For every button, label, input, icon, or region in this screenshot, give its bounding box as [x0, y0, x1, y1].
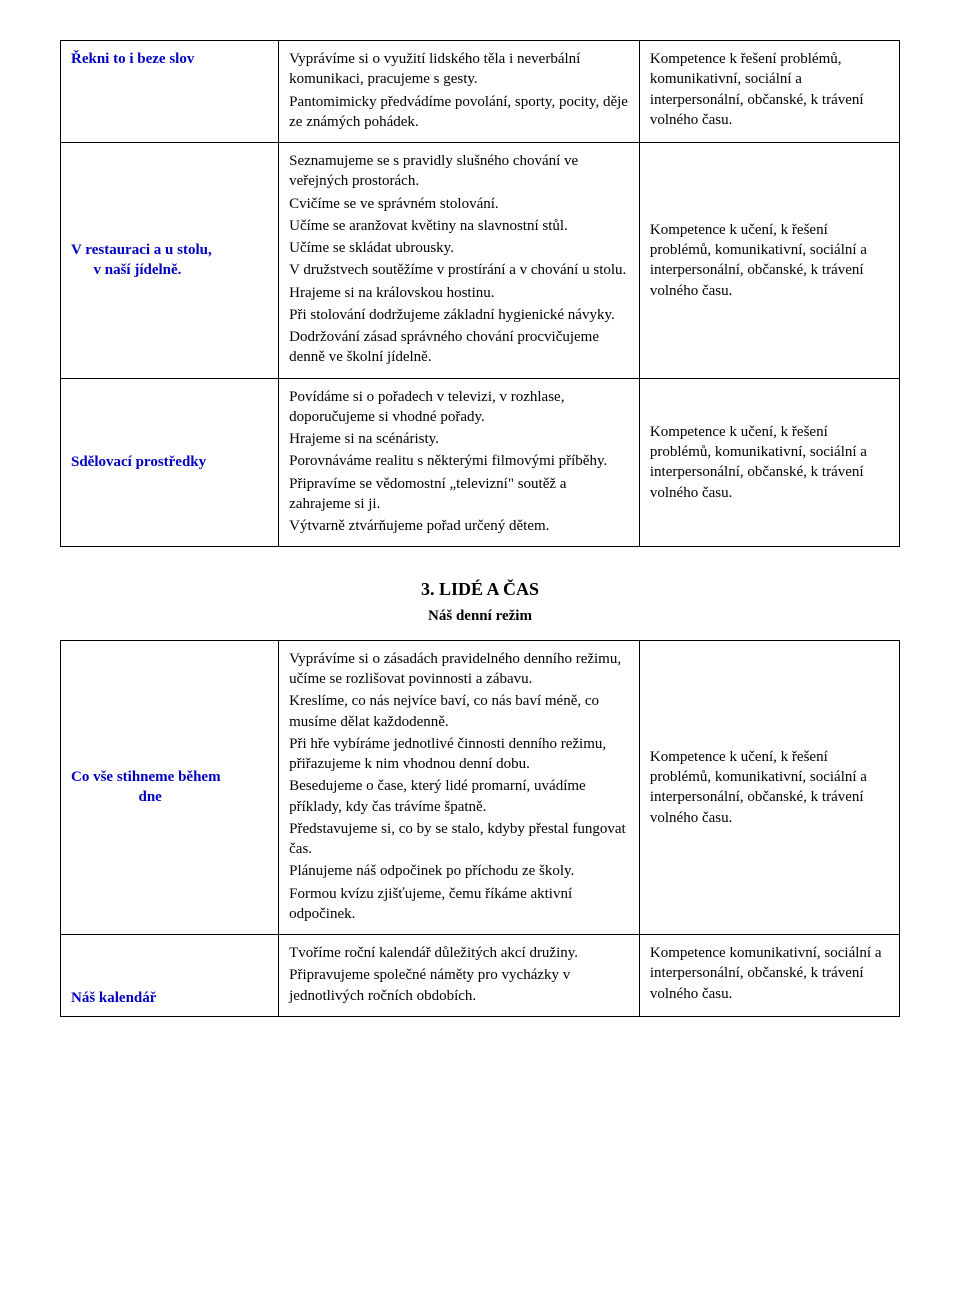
- activity-text: Hrajeme si na královskou hostinu.: [289, 283, 629, 303]
- activity-text: Dodržování zásad správného chování procv…: [289, 327, 629, 368]
- activity-text: Cvičíme se ve správném stolování.: [289, 194, 629, 214]
- activity-text: Připravíme se vědomostní „televizní" sou…: [289, 474, 629, 515]
- activity-text: Kreslíme, co nás nejvíce baví, co nás ba…: [289, 691, 629, 732]
- curriculum-table-1: Řekni to i beze slov Vyprávíme si o využ…: [60, 40, 900, 547]
- activity-text: Plánujeme náš odpočinek po příchodu ze š…: [289, 861, 629, 881]
- topic-label: V restauraci a u stolu, v naší jídelně.: [71, 242, 212, 278]
- section-heading: 3. LIDÉ A ČAS: [60, 577, 900, 601]
- competence-text: Kompetence k učení, k řešení problémů, k…: [650, 222, 867, 299]
- topic-label: Sdělovací prostředky: [71, 454, 206, 470]
- activity-text: Představujeme si, co by se stalo, kdyby …: [289, 819, 629, 860]
- activity-text: Formou kvízu zjišťujeme, čemu říkáme akt…: [289, 884, 629, 925]
- table-row: Řekni to i beze slov Vyprávíme si o využ…: [61, 41, 900, 143]
- activity-text: Výtvarně ztvárňujeme pořad určený dětem.: [289, 516, 629, 536]
- activity-text: Besedujeme o čase, který lidé promarní, …: [289, 776, 629, 817]
- activity-text: Učíme se skládat ubrousky.: [289, 238, 629, 258]
- competence-text: Kompetence k učení, k řešení problémů, k…: [650, 424, 867, 501]
- activity-text: Připravujeme společné náměty pro vycházk…: [289, 965, 629, 1006]
- topic-label: Co vše stihneme během dne: [71, 769, 221, 805]
- topic-label: Náš kalendář: [71, 990, 156, 1006]
- activity-text: Učíme se aranžovat květiny na slavnostní…: [289, 216, 629, 236]
- activity-text: Vyprávíme si o využití lidského těla i n…: [289, 49, 629, 90]
- curriculum-table-2: Co vše stihneme během dne Vyprávíme si o…: [60, 640, 900, 1017]
- table-row: V restauraci a u stolu, v naší jídelně. …: [61, 143, 900, 379]
- competence-text: Kompetence k učení, k řešení problémů, k…: [650, 749, 867, 826]
- activity-text: Vyprávíme si o zásadách pravidelného den…: [289, 649, 629, 690]
- activity-text: Povídáme si o pořadech v televizi, v roz…: [289, 387, 629, 428]
- competence-text: Kompetence komunikativní, sociální a int…: [650, 945, 882, 1002]
- topic-label: Řekni to i beze slov: [71, 51, 194, 67]
- table-row: Sdělovací prostředky Povídáme si o pořad…: [61, 378, 900, 547]
- activity-text: Při stolování dodržujeme základní hygien…: [289, 305, 629, 325]
- activity-text: V družstvech soutěžíme v prostírání a v …: [289, 260, 629, 280]
- competence-text: Kompetence k řešení problémů, komunikati…: [650, 51, 864, 128]
- table-row: Co vše stihneme během dne Vyprávíme si o…: [61, 640, 900, 934]
- activity-text: Porovnáváme realitu s některými filmovým…: [289, 451, 629, 471]
- section-subheading: Náš denní režim: [60, 606, 900, 626]
- activity-text: Při hře vybíráme jednotlivé činnosti den…: [289, 734, 629, 775]
- activity-text: Seznamujeme se s pravidly slušného chová…: [289, 151, 629, 192]
- activity-text: Tvoříme roční kalendář důležitých akcí d…: [289, 943, 629, 963]
- activity-text: Pantomimicky předvádíme povolání, sporty…: [289, 92, 629, 133]
- activity-text: Hrajeme si na scénáristy.: [289, 429, 629, 449]
- table-row: Náš kalendář Tvoříme roční kalendář důle…: [61, 935, 900, 1017]
